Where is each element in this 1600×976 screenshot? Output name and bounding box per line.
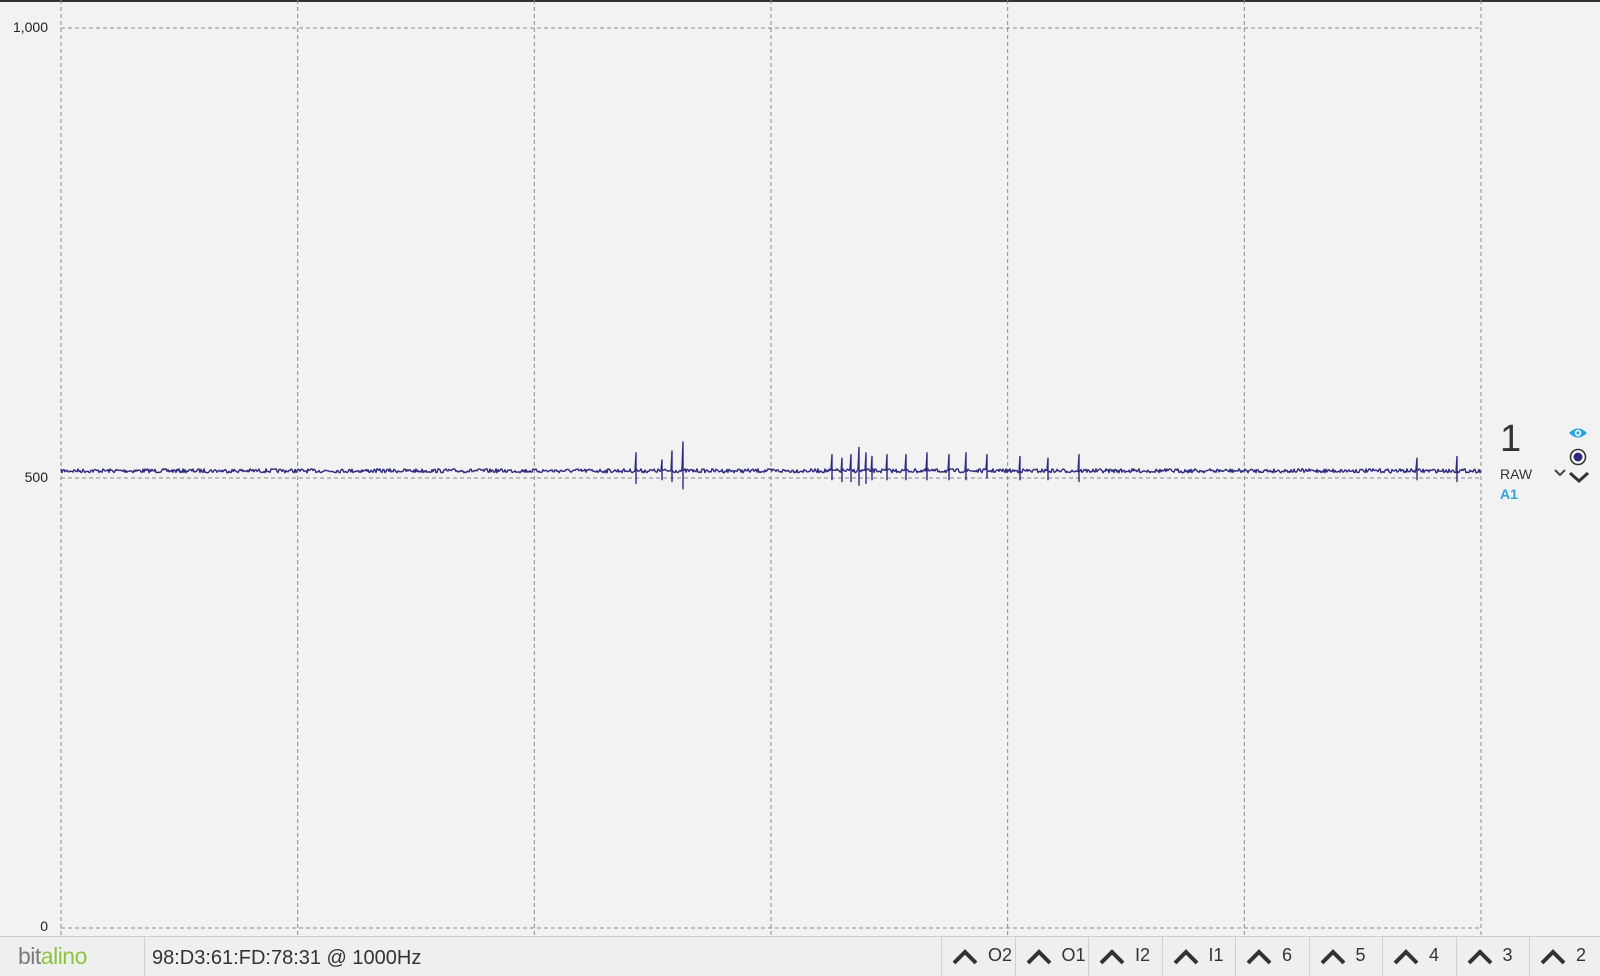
- io-button-4[interactable]: 4: [1382, 937, 1456, 976]
- top-border: [0, 0, 1600, 2]
- chevron-up-icon: [1467, 949, 1492, 965]
- io-button-label: 4: [1429, 945, 1440, 965]
- channel-source: A1: [1500, 486, 1518, 502]
- io-button-label: O2: [988, 945, 1013, 965]
- signal-trace: [60, 441, 1482, 490]
- radio-icon[interactable]: [1569, 448, 1587, 466]
- chevron-up-icon: [1026, 949, 1051, 965]
- io-button-label: I1: [1208, 945, 1224, 965]
- io-button-3[interactable]: 3: [1455, 937, 1530, 976]
- io-button-o2[interactable]: O2: [941, 937, 1015, 976]
- chevron-up-icon: [1099, 949, 1125, 965]
- io-button-i2[interactable]: I2: [1088, 937, 1162, 976]
- io-button-label: 2: [1576, 945, 1587, 965]
- status-bar: bitalino 98:D3:61:FD:78:31 @ 1000Hz O2 O1…: [0, 936, 1600, 976]
- channel-number: 1: [1500, 418, 1522, 460]
- mode-dropdown-icon[interactable]: [1552, 466, 1568, 480]
- chevron-up-icon: [1320, 949, 1345, 965]
- io-button-label: O1: [1061, 945, 1086, 965]
- chevron-up-icon: [1246, 949, 1272, 965]
- bitalino-logo: bitalino: [18, 943, 87, 969]
- y-tick-label: 0: [40, 918, 48, 934]
- io-button-6[interactable]: 6: [1235, 937, 1309, 976]
- eye-icon[interactable]: [1568, 426, 1588, 440]
- channel-panel: 1 RAW A1: [1498, 420, 1598, 510]
- device-info: 98:D3:61:FD:78:31 @ 1000Hz: [152, 947, 422, 969]
- chevron-up-icon: [1393, 949, 1419, 965]
- signal-plot: [60, 0, 1482, 936]
- y-tick-label: 1,000: [12, 19, 48, 35]
- io-button-2[interactable]: 2: [1529, 937, 1600, 976]
- divider: [144, 937, 145, 976]
- io-button-5[interactable]: 5: [1308, 937, 1383, 976]
- channel-mode[interactable]: RAW: [1500, 466, 1533, 482]
- io-button-i1[interactable]: I1: [1161, 937, 1236, 976]
- y-tick-label: 500: [24, 469, 48, 485]
- io-button-o1[interactable]: O1: [1014, 937, 1089, 976]
- io-button-label: I2: [1135, 945, 1151, 965]
- chevron-up-icon: [1540, 949, 1566, 965]
- chevron-up-icon: [952, 949, 978, 965]
- io-button-label: 3: [1502, 945, 1513, 965]
- io-button-label: 6: [1282, 945, 1293, 965]
- chevron-down-icon[interactable]: [1568, 470, 1590, 484]
- io-button-label: 5: [1355, 945, 1366, 965]
- chevron-up-icon: [1173, 949, 1198, 965]
